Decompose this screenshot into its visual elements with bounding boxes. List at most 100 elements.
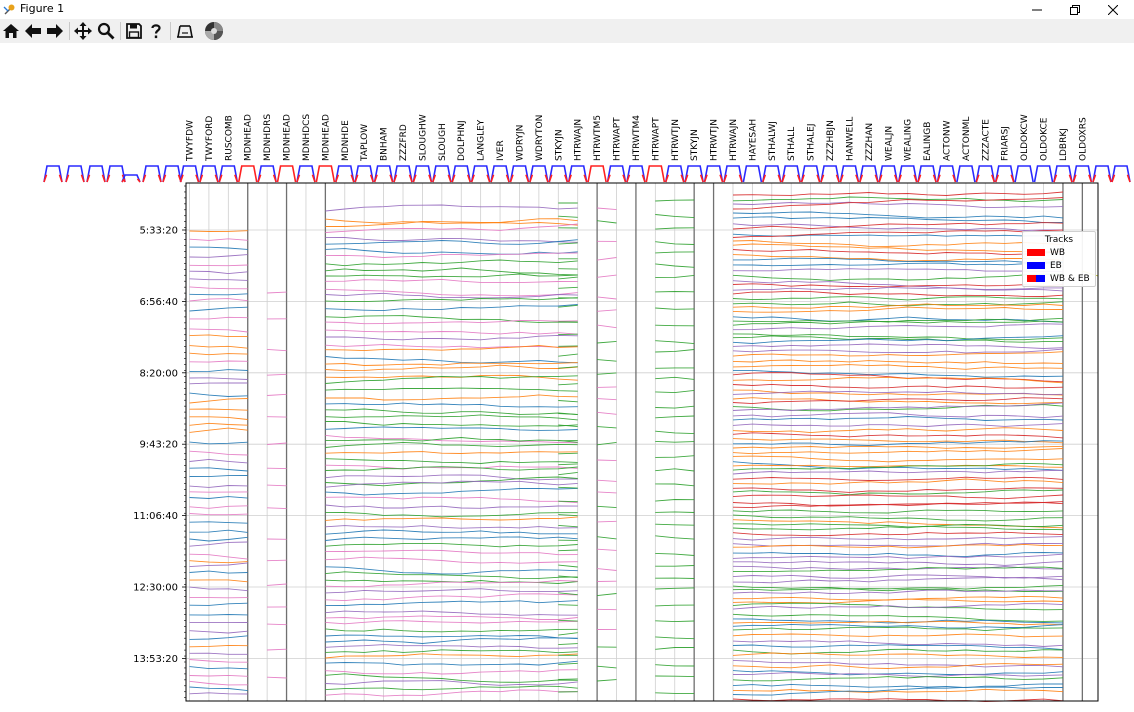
train-path bbox=[732, 197, 1064, 210]
track-indicator bbox=[373, 165, 394, 183]
customize-button[interactable] bbox=[203, 20, 225, 42]
track-indicator bbox=[664, 165, 685, 183]
train-path bbox=[597, 426, 617, 429]
train-path bbox=[189, 579, 248, 583]
track-indicator bbox=[162, 174, 167, 183]
figure-canvas[interactable]: TWYFDW TWYFORD RUSCOMB MDNHEAD MDNHDRS MDNHEA… bbox=[0, 43, 1134, 712]
track-indicator bbox=[878, 174, 883, 183]
train-path bbox=[325, 566, 578, 575]
track-indicator bbox=[913, 174, 918, 183]
train-path bbox=[267, 559, 287, 562]
train-path bbox=[558, 276, 578, 280]
minimize-button[interactable] bbox=[1018, 0, 1056, 19]
time-labels: 5:33:20 6:56:40 8:20:00 9:43:20 11:06:40 12:3… bbox=[133, 226, 178, 665]
train-path bbox=[325, 615, 578, 620]
train-path bbox=[325, 536, 578, 541]
close-button[interactable] bbox=[1094, 0, 1132, 19]
track-indicator bbox=[296, 165, 316, 183]
zoom-button[interactable] bbox=[95, 20, 117, 42]
train-path bbox=[189, 345, 248, 349]
back-button[interactable] bbox=[22, 20, 44, 42]
train-path bbox=[733, 369, 1064, 378]
track-indicator bbox=[179, 165, 200, 183]
train-path bbox=[325, 344, 578, 349]
track-indicator bbox=[587, 165, 607, 183]
track-indicator bbox=[952, 174, 957, 183]
train-path bbox=[733, 566, 1064, 573]
station-label: HANWELL bbox=[845, 117, 855, 161]
train-path bbox=[655, 405, 695, 409]
track-indicator bbox=[583, 174, 588, 183]
train-path bbox=[732, 397, 1064, 405]
train-path bbox=[558, 662, 578, 665]
track-indicator bbox=[408, 174, 413, 183]
track-indicator bbox=[777, 174, 782, 183]
station-label: STHALEJ bbox=[807, 124, 817, 162]
help-button[interactable] bbox=[145, 20, 167, 42]
train-path bbox=[732, 462, 1064, 471]
track-indicator bbox=[335, 174, 340, 183]
train-path bbox=[325, 451, 578, 454]
train-path bbox=[558, 400, 578, 403]
train-path bbox=[189, 586, 248, 592]
train-path bbox=[732, 229, 1064, 238]
train-path bbox=[189, 306, 248, 312]
pan-button[interactable] bbox=[72, 20, 94, 42]
train-path bbox=[325, 259, 578, 267]
track-indicator bbox=[917, 165, 937, 183]
station-label: ACTONW bbox=[942, 120, 952, 161]
track-indicator bbox=[626, 174, 631, 183]
train-path bbox=[325, 458, 578, 464]
track-indicator bbox=[490, 174, 495, 183]
toolbar-separator bbox=[69, 22, 70, 40]
station-label: OLDOXRS bbox=[1078, 117, 1088, 161]
train-path bbox=[732, 683, 1064, 689]
train-path bbox=[325, 364, 578, 372]
train-path bbox=[597, 679, 617, 682]
station-label: MDNHEAD bbox=[321, 114, 331, 161]
track-indicator bbox=[742, 165, 763, 183]
train-path bbox=[189, 644, 248, 648]
toolbar bbox=[0, 19, 1134, 43]
track-indicator bbox=[820, 174, 825, 183]
station-label: STKYJN bbox=[690, 129, 700, 161]
train-path bbox=[558, 463, 578, 466]
train-path bbox=[597, 324, 617, 329]
train-path bbox=[189, 334, 248, 338]
train-path bbox=[189, 416, 248, 420]
track-indicator bbox=[451, 174, 456, 183]
train-path bbox=[325, 237, 578, 243]
track-indicator bbox=[162, 165, 182, 183]
train-path bbox=[732, 296, 1064, 301]
subplots-button[interactable] bbox=[174, 20, 196, 42]
station-label: HTRWTJN bbox=[671, 119, 681, 161]
axes-frame bbox=[185, 182, 1099, 702]
train-path bbox=[189, 382, 248, 385]
track-indicator bbox=[470, 174, 475, 183]
station-label: SLOUGH bbox=[438, 123, 448, 161]
track-indicator bbox=[699, 174, 704, 183]
track-indicator bbox=[956, 165, 976, 183]
train-path bbox=[655, 620, 695, 623]
train-path bbox=[732, 290, 1064, 297]
track-indicator bbox=[1072, 165, 1093, 183]
legend-swatch bbox=[1027, 262, 1045, 269]
track-indicator bbox=[1126, 174, 1131, 183]
train-path bbox=[189, 458, 248, 464]
train-path bbox=[655, 349, 695, 353]
forward-button[interactable] bbox=[44, 20, 66, 42]
train-path bbox=[325, 580, 578, 588]
train-path bbox=[732, 531, 1064, 537]
train-path bbox=[325, 480, 578, 488]
track-indicator bbox=[447, 174, 452, 183]
home-button[interactable] bbox=[0, 20, 22, 42]
train-path bbox=[732, 552, 1064, 558]
track-indicator bbox=[878, 165, 899, 183]
restore-button[interactable] bbox=[1056, 0, 1094, 19]
train-path bbox=[325, 204, 578, 212]
train-path bbox=[189, 475, 248, 478]
station-label: TWYFORD bbox=[205, 116, 215, 162]
track-indicators bbox=[43, 165, 1131, 183]
station-label: MDNHDCS bbox=[302, 114, 312, 161]
save-button[interactable] bbox=[123, 20, 145, 42]
